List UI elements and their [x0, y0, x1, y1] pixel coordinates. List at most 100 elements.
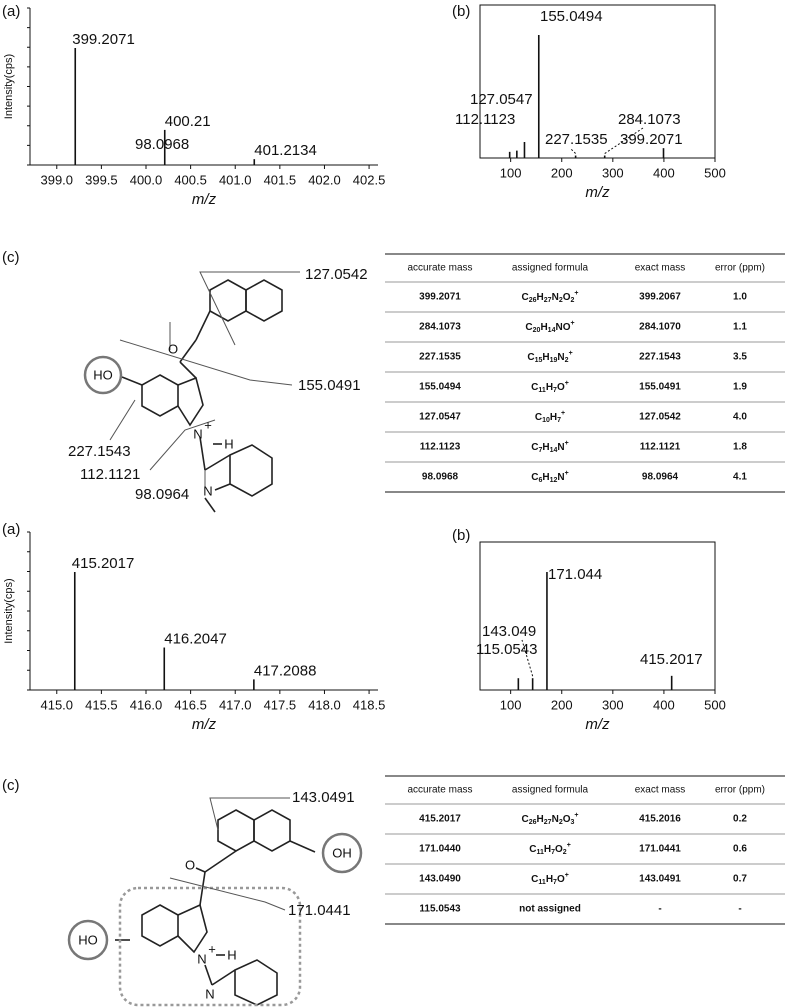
x-tick-label: 416.0 — [130, 697, 163, 712]
peak-label: 400.21 — [165, 113, 211, 130]
y-axis-label: Intensity(cps) — [3, 578, 15, 643]
table-cell: 227.1543 — [639, 352, 681, 363]
table-cell: 1.8 — [733, 442, 747, 453]
table-cell: C11H7O+ — [531, 872, 569, 886]
bond — [199, 871, 206, 906]
x-tick-label: 400 — [653, 165, 675, 180]
table-cell: C26H27N2O3+ — [521, 812, 578, 826]
bond — [204, 850, 237, 873]
bond — [289, 840, 316, 853]
table-cell: C20H14NO+ — [525, 320, 574, 334]
x-tick-label: 400.0 — [130, 172, 163, 187]
bond — [195, 867, 206, 873]
ring — [177, 903, 208, 954]
x-tick-label: 402.0 — [308, 172, 341, 187]
table-cell: 127.0547 — [419, 412, 461, 423]
leader-line — [569, 147, 576, 154]
peak-label: 227.1535 — [545, 131, 608, 148]
peak-label: 127.0547 — [470, 91, 533, 108]
column-header: exact mass — [635, 263, 686, 274]
table-cell: C26H27N2O2+ — [521, 290, 578, 304]
x-tick-label: 100 — [500, 697, 522, 712]
peak-label: 115.0543 — [476, 641, 537, 658]
table: accurate mass assigned formula exact mass e… — [385, 253, 785, 493]
column-header: error (ppm) — [715, 263, 765, 274]
table-cell: 112.1121 — [640, 442, 681, 453]
table-cell: C7H14N+ — [531, 440, 569, 454]
ring — [141, 374, 179, 417]
table-cell: 4.1 — [733, 472, 747, 483]
peak-label: 143.049 — [482, 623, 536, 640]
bond — [199, 436, 206, 471]
peak-label: 284.1073 — [618, 111, 681, 128]
atom: N — [197, 951, 206, 966]
table-cell: 0.7 — [733, 874, 747, 885]
table-cell: C10H7+ — [535, 410, 565, 424]
atom: HO — [78, 932, 98, 947]
x-tick-label: 399.0 — [40, 172, 73, 187]
x-tick-label: 400.5 — [174, 172, 207, 187]
bond — [195, 310, 211, 341]
atom: H — [224, 436, 233, 451]
panel-labels: (a) (b) (c) (a) (b) (c) — [2, 3, 470, 794]
bond — [204, 454, 231, 471]
x-tick-label: 418.5 — [353, 697, 386, 712]
highlight — [321, 832, 363, 874]
table-cell: - — [658, 904, 661, 915]
table-cell: 3.5 — [733, 352, 747, 363]
fragment-label: 127.0542 — [305, 266, 368, 283]
bond — [179, 339, 197, 363]
atom: + — [208, 941, 216, 956]
table-cell: 171.0441 — [639, 844, 681, 855]
atom: O — [168, 341, 178, 356]
x-tick-label: 200 — [551, 697, 573, 712]
structure: 143.0491 171.0441 OH O N + H HO N — [67, 789, 363, 1007]
atom: N — [193, 426, 202, 441]
ring — [177, 376, 204, 427]
ring — [217, 809, 255, 852]
table-cell: C11H7O+ — [531, 380, 569, 394]
ring — [209, 279, 247, 322]
ring — [229, 444, 273, 497]
x-tick-label: 300 — [602, 697, 624, 712]
panel-label: (c) — [2, 249, 20, 266]
cleavage-line — [119, 339, 293, 386]
peak-label: 155.0494 — [540, 8, 603, 25]
cleavage-line — [169, 877, 286, 911]
table-cell: 115.0543 — [419, 904, 461, 915]
x-tick-label: 416.5 — [174, 697, 207, 712]
ring — [245, 279, 283, 322]
panel-label: (b) — [452, 3, 470, 20]
table-cell: 399.2067 — [639, 292, 681, 303]
table-cell: 1.1 — [733, 322, 747, 333]
table-cell: 112.1123 — [420, 442, 461, 453]
x-tick-label: 100 — [500, 165, 522, 180]
table-cell: 1.0 — [733, 292, 747, 303]
x-axis-label: m/z — [192, 716, 217, 733]
fragment-label: 227.1543 — [68, 443, 131, 460]
x-tick-label: 415.0 — [40, 697, 73, 712]
atom: + — [204, 417, 212, 432]
x-tick-label: 415.5 — [85, 697, 118, 712]
fragment-label: 112.1121 — [80, 466, 140, 483]
fragment-label: 155.0491 — [298, 377, 361, 394]
table-cell: 284.1070 — [639, 322, 681, 333]
ring — [253, 809, 291, 852]
peak-label: 401.2134 — [254, 142, 317, 159]
x-axis-label: m/z — [192, 191, 217, 208]
table-cell: 0.6 — [733, 844, 747, 855]
peak-label: 98.0968 — [135, 136, 189, 153]
peak-label: 417.2088 — [254, 662, 317, 679]
peak-label: 399.2071 — [620, 131, 683, 148]
table-cell: - — [738, 904, 741, 915]
peak-label: 416.2047 — [164, 630, 227, 647]
charts-and-tables: 399.0 399.5 400.0 400.5 401.0 401.5 402.0 402.5… — [3, 4, 785, 925]
atom: N — [205, 986, 214, 1001]
table-cell: 415.2017 — [419, 814, 461, 825]
x-tick-label: 402.5 — [353, 172, 386, 187]
column-header: accurate mass — [407, 263, 472, 274]
column-header: error (ppm) — [715, 785, 765, 796]
plot-frame — [479, 4, 716, 159]
table-cell: 284.1073 — [419, 322, 461, 333]
